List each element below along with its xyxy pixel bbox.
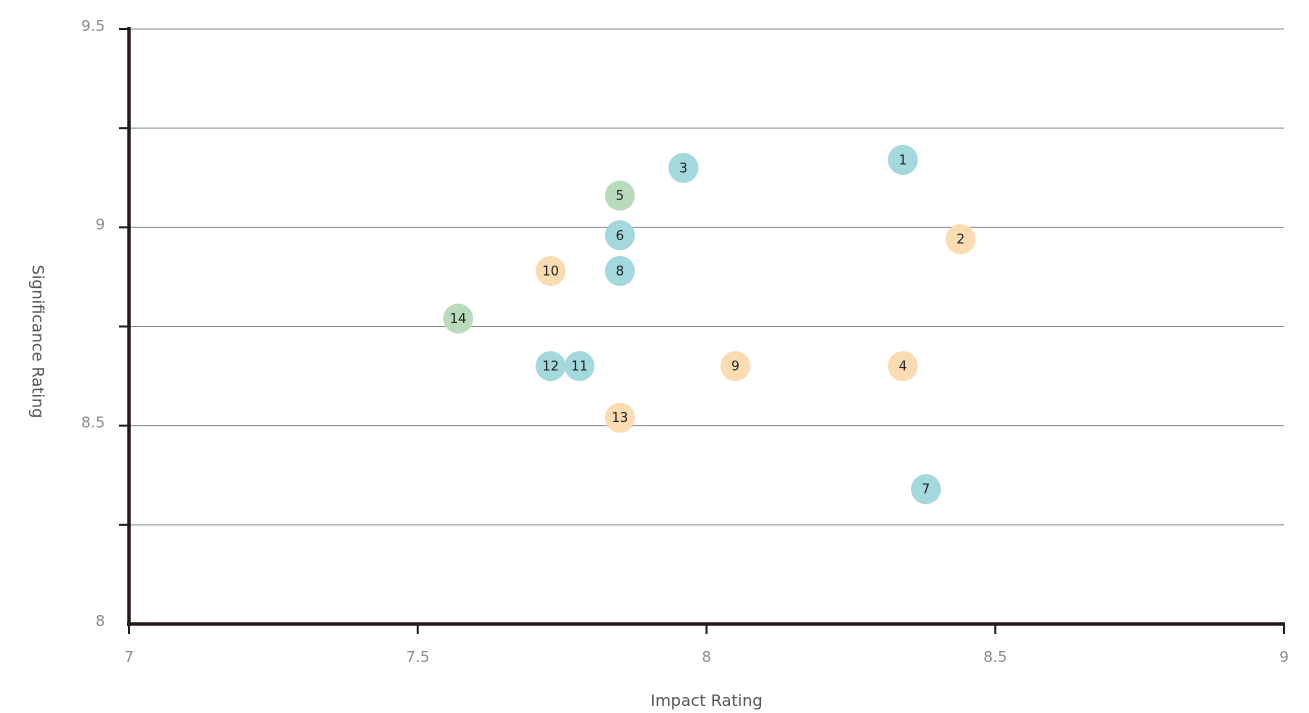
point-marker	[604, 255, 635, 286]
x-tick-label-1: 7.5	[406, 648, 430, 666]
point-label: 8	[616, 264, 624, 279]
point-marker	[887, 144, 918, 175]
tick-labels: 7 7.5 8 8.5 9 8 8.5 9 9.5	[81, 17, 1289, 666]
point-marker	[720, 351, 751, 382]
y-tick-label-2: 9	[95, 215, 105, 233]
point-marker	[945, 224, 976, 255]
point-label: 13	[612, 411, 629, 426]
point-label: 11	[571, 360, 588, 375]
y-tick-label-0: 8	[95, 612, 105, 630]
axes	[119, 27, 1285, 634]
data-point-1: 1	[887, 144, 918, 175]
x-tick-label-3: 8.5	[983, 648, 1007, 666]
point-marker	[535, 351, 566, 382]
point-marker	[535, 255, 566, 286]
y-axis-title: Significance Rating	[29, 265, 48, 418]
data-point-9: 9	[720, 351, 751, 382]
point-marker	[668, 152, 699, 183]
point-marker	[604, 220, 635, 251]
point-marker	[564, 351, 595, 382]
gridlines	[129, 28, 1284, 526]
point-label: 4	[899, 360, 907, 375]
data-point-10: 10	[535, 255, 566, 286]
data-point-5: 5	[604, 180, 635, 211]
point-label: 3	[679, 161, 687, 176]
data-point-14: 14	[443, 303, 474, 334]
x-axis-title: Impact Rating	[650, 691, 762, 710]
y-tick-label-1: 8.5	[81, 414, 105, 432]
point-label: 7	[922, 483, 930, 498]
point-label: 6	[616, 229, 624, 244]
data-point-8: 8	[604, 255, 635, 286]
x-tick-label-0: 7	[124, 648, 134, 666]
x-tick-label-2: 8	[702, 648, 712, 666]
data-point-6: 6	[604, 220, 635, 251]
data-point-2: 2	[945, 224, 976, 255]
data-point-7: 7	[910, 474, 941, 505]
point-label: 14	[450, 312, 467, 327]
point-marker	[910, 474, 941, 505]
point-label: 10	[542, 264, 559, 279]
x-tick-label-4: 9	[1279, 648, 1289, 666]
point-label: 12	[542, 360, 559, 375]
point-marker	[604, 180, 635, 211]
data-point-3: 3	[668, 152, 699, 183]
data-point-12: 12	[535, 351, 566, 382]
data-point-13: 13	[604, 402, 635, 433]
point-label: 1	[899, 153, 907, 168]
point-marker	[604, 402, 635, 433]
point-label: 5	[616, 189, 624, 204]
point-marker	[443, 303, 474, 334]
point-marker	[887, 351, 918, 382]
data-point-11: 11	[564, 351, 595, 382]
data-point-4: 4	[887, 351, 918, 382]
y-tick-label-3: 9.5	[81, 17, 105, 35]
point-label: 2	[956, 233, 964, 248]
point-label: 9	[731, 360, 739, 375]
